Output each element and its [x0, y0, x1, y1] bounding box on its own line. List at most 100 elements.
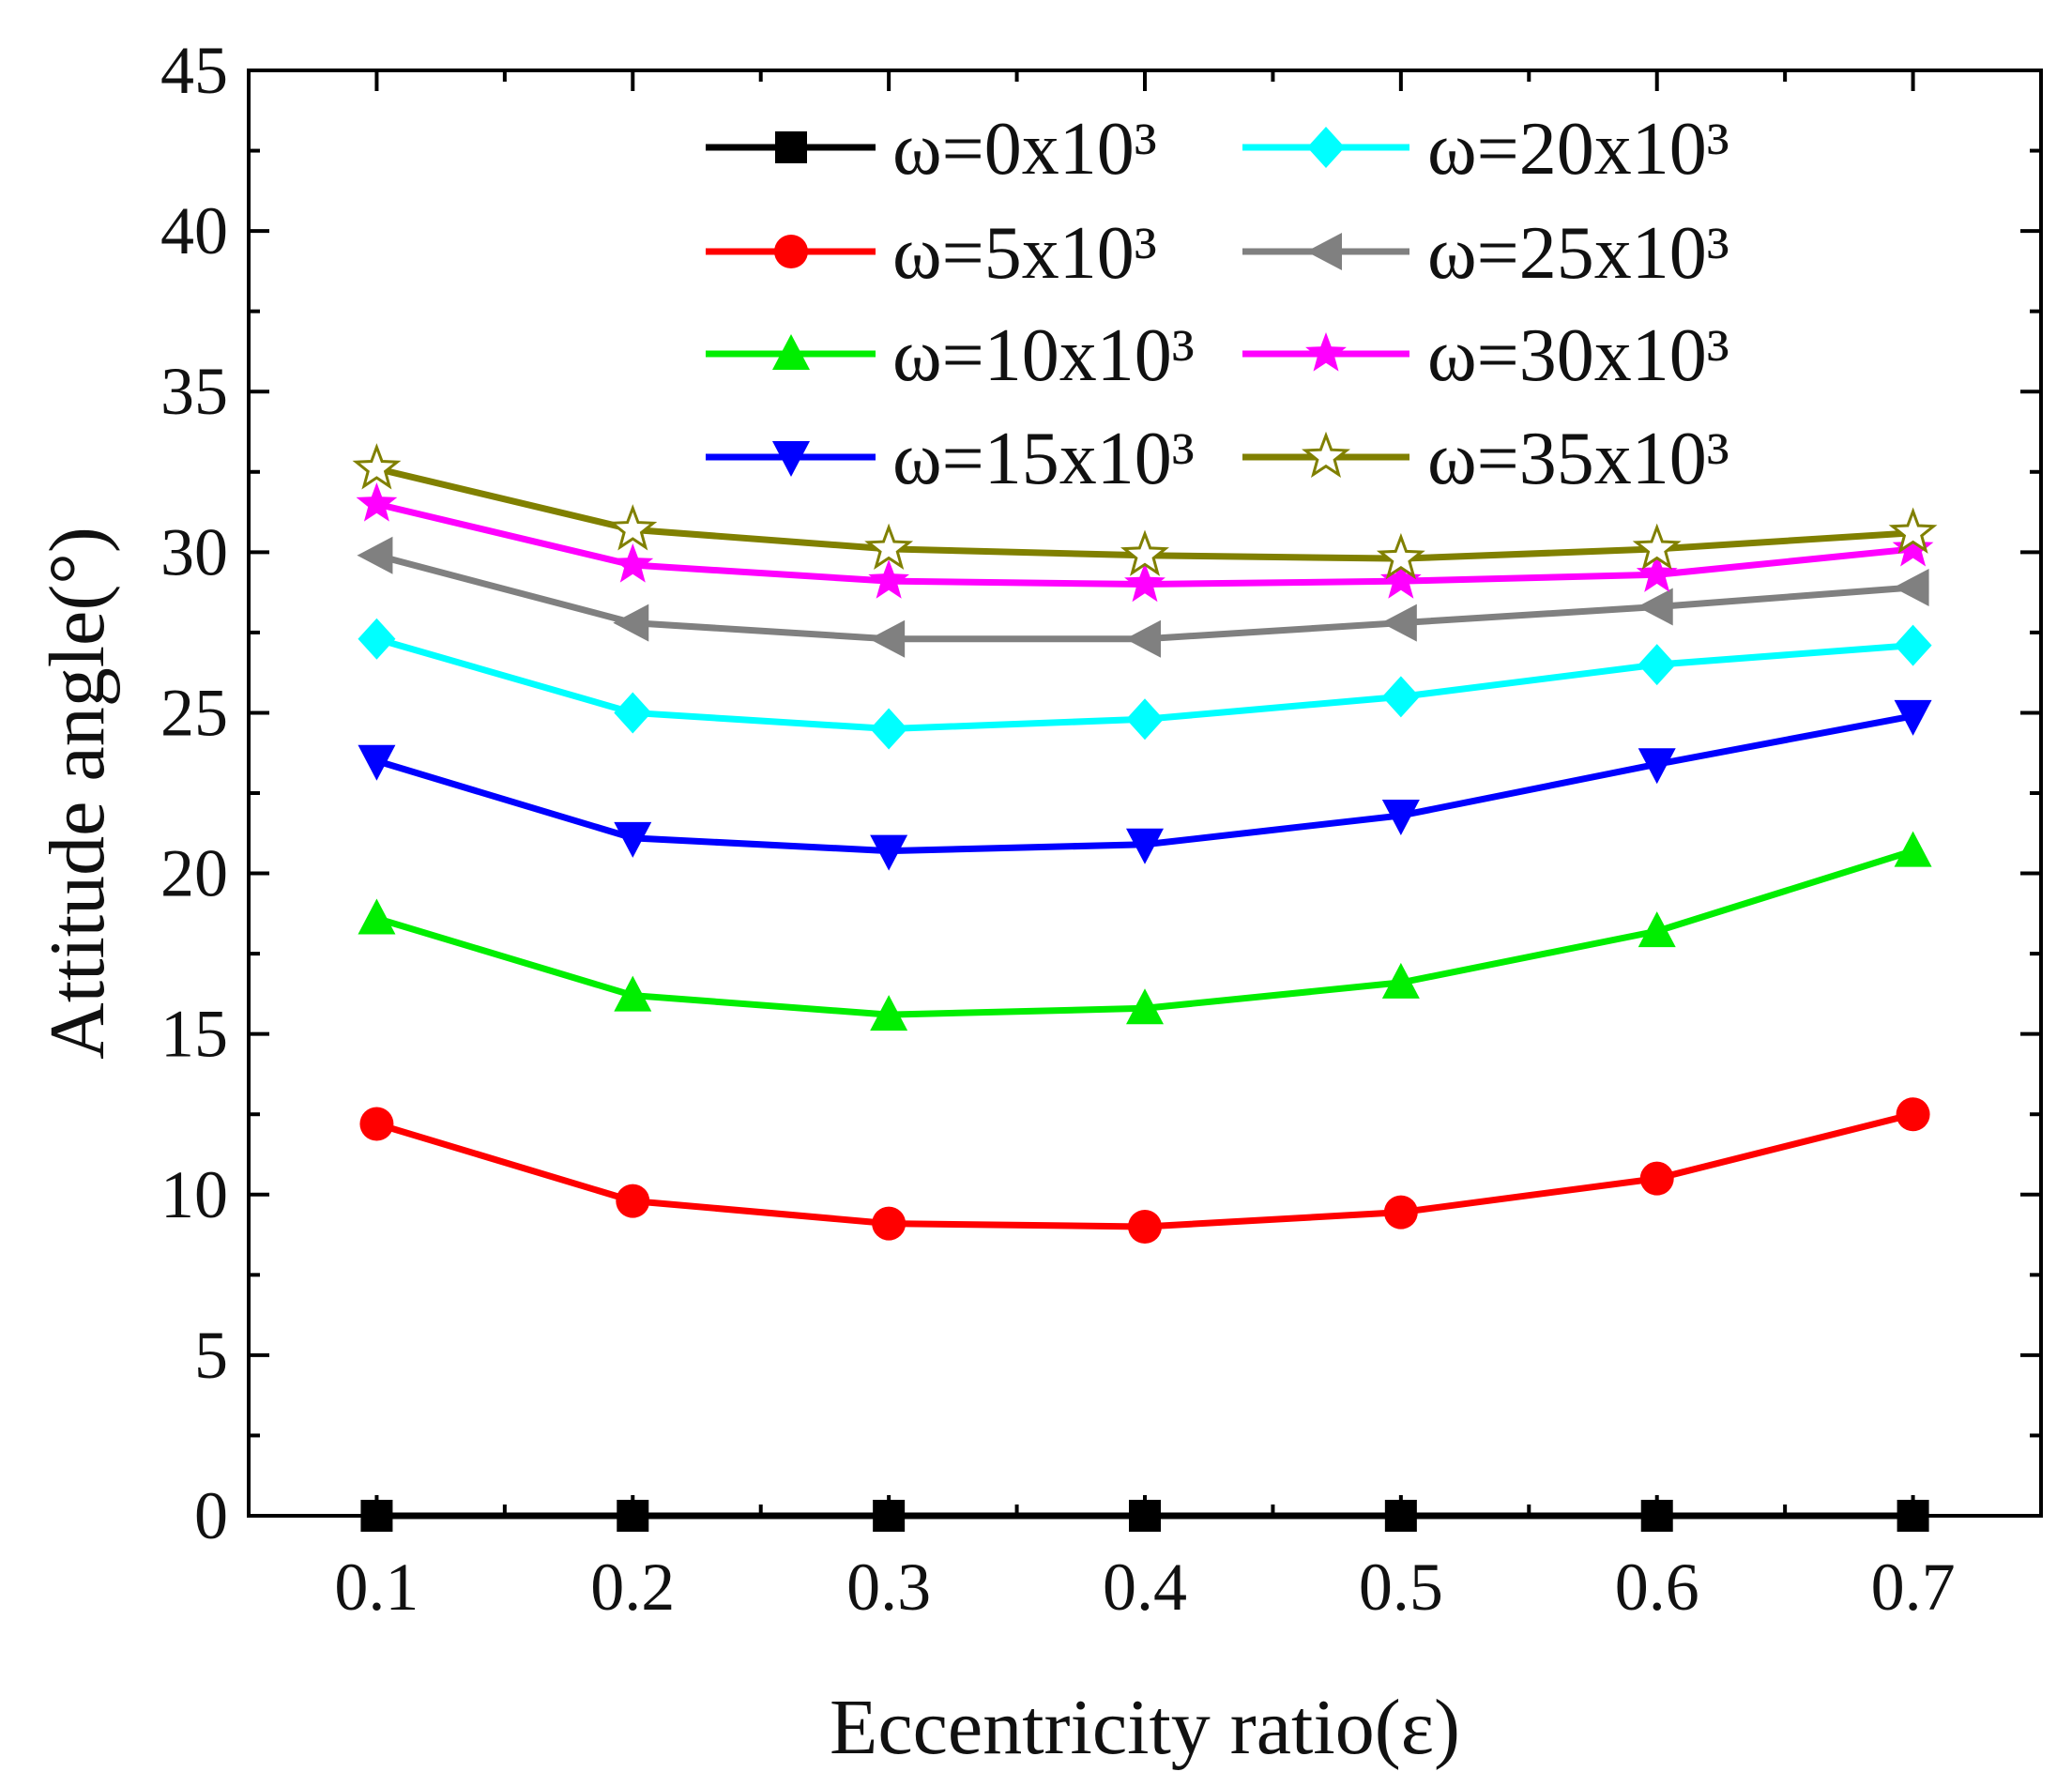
data-point — [1893, 568, 1929, 606]
data-point — [1894, 699, 1932, 736]
legend-label: ω=15x10³ — [892, 418, 1195, 500]
data-point — [1636, 553, 1678, 592]
series-6 — [356, 482, 1934, 603]
data-point — [1126, 828, 1164, 864]
legend-item: ω=30x10³ — [1242, 314, 1729, 397]
data-point — [1637, 588, 1673, 626]
data-point — [356, 482, 398, 522]
data-point — [1632, 523, 1682, 570]
data-point — [1124, 562, 1166, 603]
data-point — [358, 618, 396, 660]
legend-item: ω=25x10³ — [1242, 212, 1729, 295]
data-point — [616, 1184, 650, 1218]
y-tick-label: 45 — [160, 33, 228, 108]
data-point — [358, 898, 396, 935]
y-tick-label: 5 — [194, 1318, 228, 1393]
y-tick-label: 0 — [194, 1478, 228, 1553]
y-tick-label: 30 — [160, 514, 228, 589]
data-point — [1892, 527, 1934, 567]
x-tick-label: 0.5 — [1359, 1550, 1443, 1625]
x-axis-label: Eccentricity ratio(ε) — [830, 1684, 1460, 1771]
data-point — [1896, 1097, 1930, 1132]
series-1 — [359, 1097, 1930, 1244]
legend-marker — [772, 334, 810, 370]
series-3 — [358, 699, 1932, 871]
data-point — [608, 504, 658, 551]
y-tick-label: 15 — [160, 997, 228, 1072]
data-point — [1638, 644, 1676, 686]
data-point — [872, 1206, 906, 1241]
data-point — [1125, 619, 1161, 658]
legend: ω=0x10³ ω=5x10³ ω=10x10³ ω=15x10³ ω=20x10³ ω=… — [706, 108, 1729, 500]
x-tick-label: 0.6 — [1615, 1550, 1699, 1625]
y-axis-label: Attitude angle(°) — [34, 527, 121, 1060]
data-point — [1894, 624, 1932, 666]
legend-item: ω=10x10³ — [706, 314, 1195, 397]
data-point — [1126, 988, 1164, 1025]
legend-item: ω=35x10³ — [1242, 418, 1729, 500]
data-point — [1380, 559, 1422, 599]
data-point — [1638, 748, 1676, 785]
data-point — [359, 1107, 394, 1141]
legend-marker — [774, 235, 808, 268]
data-point — [1381, 962, 1420, 999]
legend-label: ω=5x10³ — [892, 212, 1157, 295]
data-point — [614, 692, 652, 734]
data-point — [1639, 1161, 1674, 1196]
legend-marker — [1305, 332, 1347, 372]
data-point — [870, 995, 908, 1031]
x-tick-label: 0.3 — [846, 1550, 931, 1625]
data-point — [1126, 698, 1164, 741]
x-tick-label: 0.7 — [1871, 1550, 1956, 1625]
data-point — [864, 523, 914, 570]
y-tick-label: 25 — [160, 675, 228, 750]
series-2 — [358, 831, 1932, 1031]
legend-item: ω=5x10³ — [706, 212, 1157, 295]
series-4 — [358, 618, 1932, 750]
series-7 — [352, 443, 1938, 580]
data-point — [870, 834, 908, 871]
data-point — [1888, 507, 1938, 554]
y-tick-label: 35 — [160, 354, 228, 429]
data-point — [613, 603, 649, 642]
data-point — [1381, 799, 1420, 835]
x-tick-label: 0.2 — [590, 1550, 675, 1625]
data-point — [870, 708, 908, 750]
legend-item: ω=0x10³ — [706, 108, 1157, 191]
x-tick-label: 0.4 — [1103, 1550, 1187, 1625]
data-point — [1128, 1210, 1162, 1244]
series-5 — [357, 536, 1929, 658]
data-point — [1380, 603, 1417, 642]
legend-marker — [1306, 233, 1342, 270]
data-point — [358, 744, 396, 781]
legend-marker — [1302, 431, 1350, 479]
x-tick-label: 0.1 — [334, 1550, 419, 1625]
y-tick-label: 20 — [160, 836, 228, 911]
data-point — [357, 536, 393, 574]
data-point — [1638, 911, 1676, 948]
legend-label: ω=25x10³ — [1427, 212, 1729, 295]
legend-label: ω=10x10³ — [892, 314, 1195, 397]
data-point — [614, 975, 652, 1012]
data-point — [1120, 529, 1169, 576]
data-point — [869, 619, 906, 658]
data-point — [1376, 532, 1425, 580]
legend-label: ω=35x10³ — [1427, 418, 1729, 500]
legend-marker — [1307, 127, 1345, 168]
legend-label: ω=0x10³ — [892, 108, 1157, 191]
data-point — [868, 559, 909, 599]
legend-label: ω=20x10³ — [1427, 108, 1729, 191]
legend-label: ω=30x10³ — [1427, 314, 1729, 397]
legend-marker — [775, 131, 807, 163]
data-point — [614, 821, 652, 858]
data-point — [1381, 676, 1420, 718]
data-point — [1894, 831, 1932, 867]
data-point — [1383, 1195, 1418, 1230]
data-point — [352, 443, 402, 490]
legend-item: ω=15x10³ — [706, 418, 1195, 500]
legend-item: ω=20x10³ — [1242, 108, 1729, 191]
data-point — [612, 543, 654, 583]
plot-frame — [247, 69, 2043, 1518]
legend-marker — [772, 441, 810, 477]
